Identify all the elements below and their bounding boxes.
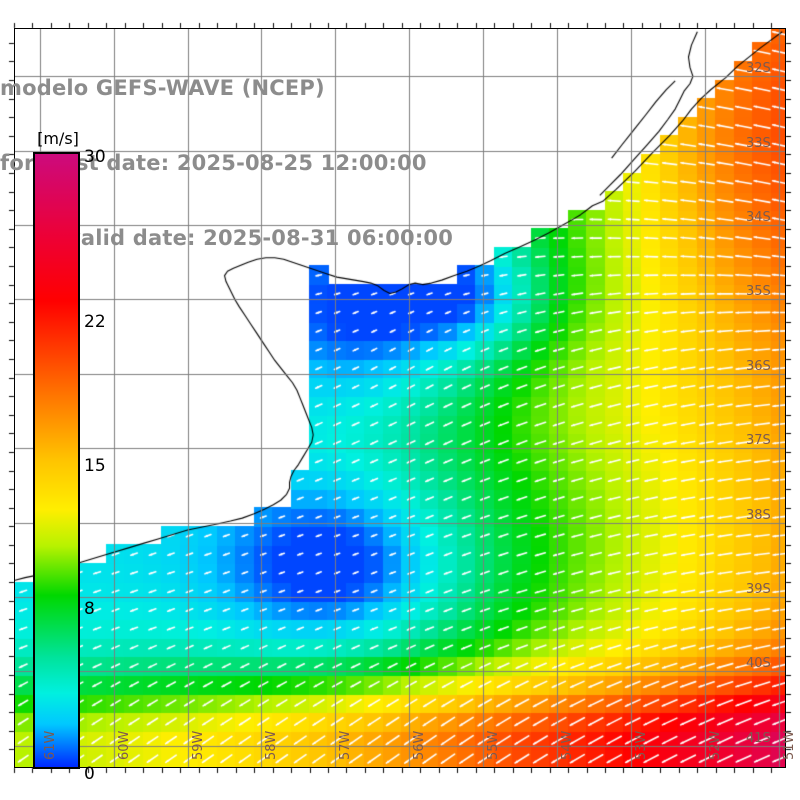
longitude-label-55W: 55W (486, 730, 502, 760)
colorbar-tick-15: 15 (84, 455, 106, 476)
colorbar-tick-30: 30 (84, 147, 106, 167)
colorbar-gradient (33, 152, 80, 769)
latitude-label-33S: 33S (746, 135, 771, 151)
longitude-label-52W: 52W (707, 730, 723, 760)
longitude-label-57W: 57W (338, 730, 354, 760)
latitude-label-37S: 37S (746, 433, 771, 449)
longitude-label-58W: 58W (264, 730, 280, 760)
longitude-label-51W: 51W (781, 730, 797, 760)
title-block: modelo GEFS-WAVE (NCEP) forecast date: 2… (0, 26, 520, 301)
longitude-label-54W: 54W (559, 730, 575, 760)
latitude-label-35S: 35S (746, 284, 771, 300)
longitude-label-56W: 56W (412, 730, 428, 760)
colorbar (33, 152, 80, 769)
longitude-label-60W: 60W (116, 730, 132, 760)
latitude-label-32S: 32S (746, 61, 771, 77)
longitude-label-61W: 61W (42, 730, 58, 760)
colorbar-tick-22: 22 (84, 311, 106, 332)
latitude-label-36S: 36S (746, 358, 771, 374)
longitude-label-59W: 59W (190, 730, 206, 760)
longitude-label-53W: 53W (633, 730, 649, 760)
latitude-label-38S: 38S (746, 507, 771, 523)
latitude-label-40S: 40S (746, 656, 771, 672)
title-model: modelo GEFS-WAVE (NCEP) (0, 76, 325, 100)
latitude-label-39S: 39S (746, 581, 771, 597)
latitude-label-34S: 34S (746, 210, 771, 226)
colorbar-unit-label: [m/s] (37, 129, 79, 148)
latitude-label-41S: 41S (746, 730, 771, 746)
colorbar-tick-8: 8 (84, 599, 95, 620)
colorbar-tick-0: 0 (84, 764, 95, 784)
